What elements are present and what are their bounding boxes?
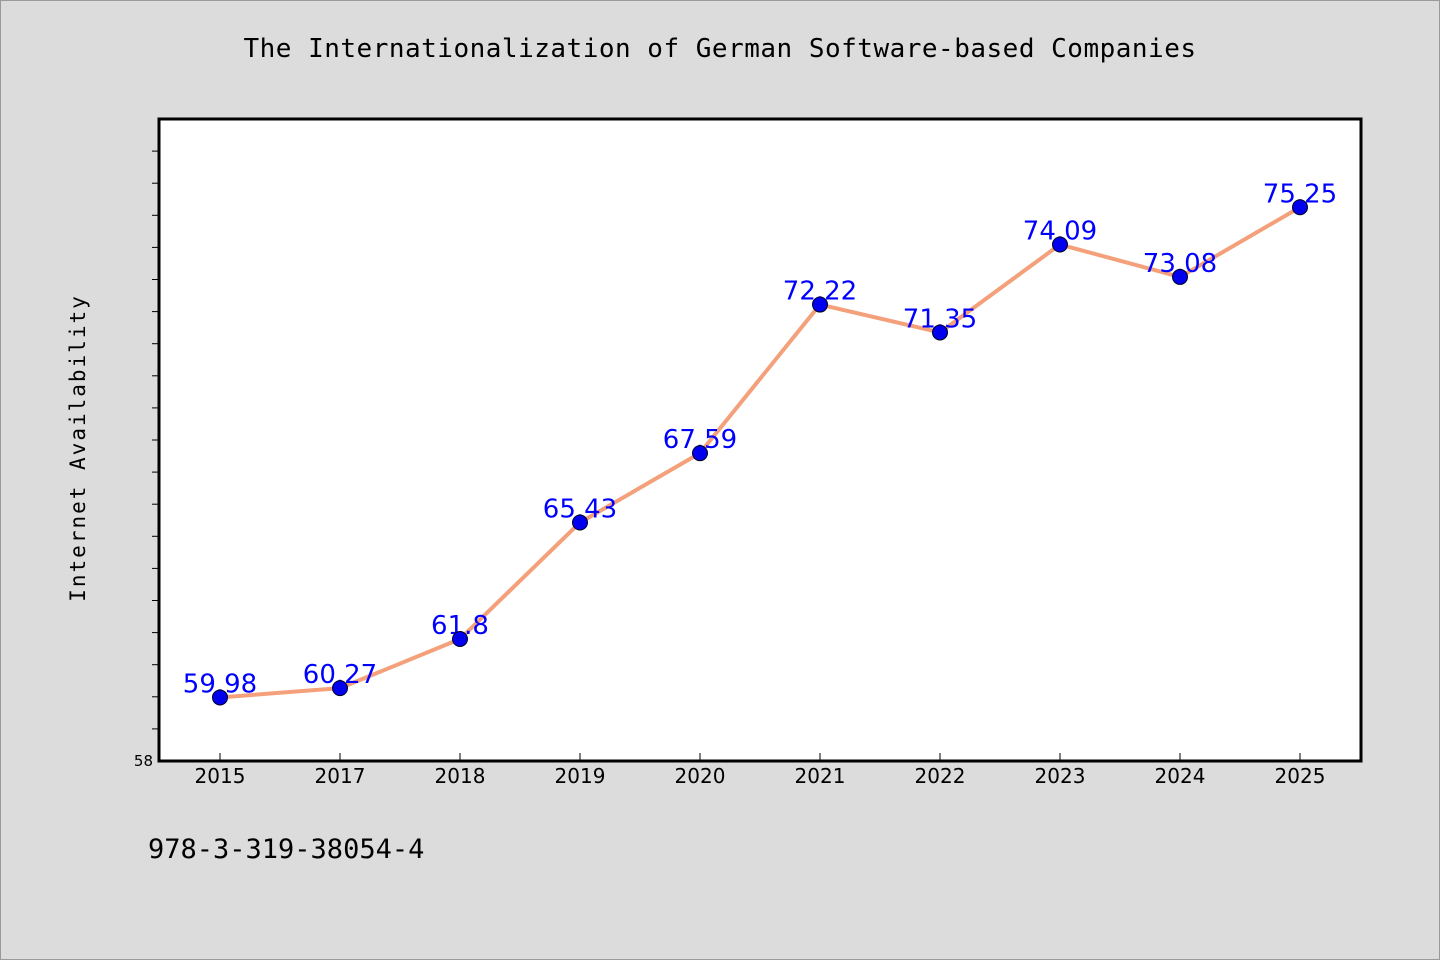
x-tick-label: 2018 xyxy=(435,764,486,788)
x-tick-label: 2020 xyxy=(675,764,726,788)
x-ticks: 2015 2017 2018 2019 2020 2021 2022 2023 2024 2025 xyxy=(195,753,1326,788)
y-ticks: 58 xyxy=(134,150,159,770)
series-line xyxy=(218,205,1302,700)
data-point xyxy=(932,324,948,341)
series-group xyxy=(218,205,1302,700)
data-point xyxy=(212,689,228,706)
data-point xyxy=(812,296,828,313)
isbn-footer: 978-3-319-38054-4 xyxy=(148,834,425,865)
data-point xyxy=(1292,199,1308,216)
data-labels: 59.98 60.2761.865.4367.5972.2271.3574.097… xyxy=(183,179,1337,706)
y-tick-label: 58 xyxy=(134,752,153,770)
data-point xyxy=(692,445,708,462)
x-tick-label: 2025 xyxy=(1275,764,1326,788)
x-tick-label: 2024 xyxy=(1155,764,1206,788)
data-point xyxy=(452,631,468,648)
x-tick-label: 2021 xyxy=(795,764,846,788)
x-tick-label: 2023 xyxy=(1035,764,1086,788)
x-tick-label: 2022 xyxy=(915,764,966,788)
x-tick-label: 2015 xyxy=(195,764,246,788)
plot-area xyxy=(157,117,1363,763)
data-point xyxy=(1172,268,1188,285)
chart-title: The Internationalization of German Softw… xyxy=(243,34,1197,64)
x-tick-label: 2017 xyxy=(315,764,366,788)
data-point xyxy=(332,680,348,697)
data-point xyxy=(1052,236,1068,253)
x-tick-label: 2019 xyxy=(555,764,606,788)
data-point xyxy=(572,514,588,531)
